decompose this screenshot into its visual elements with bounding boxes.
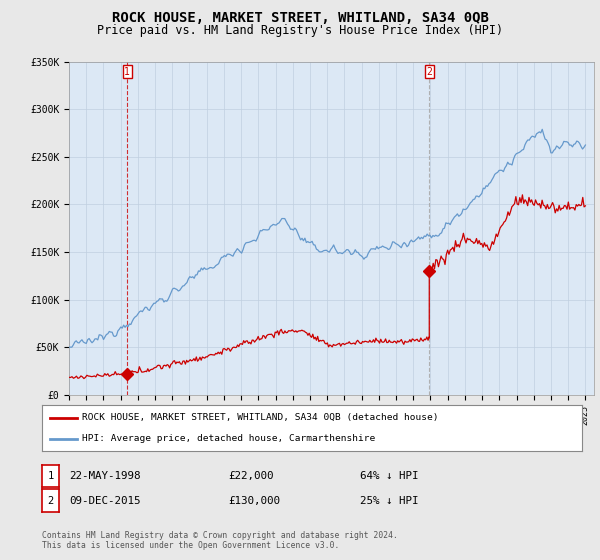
Text: 64% ↓ HPI: 64% ↓ HPI xyxy=(360,471,419,481)
Text: HPI: Average price, detached house, Carmarthenshire: HPI: Average price, detached house, Carm… xyxy=(83,435,376,444)
Text: 2: 2 xyxy=(427,67,432,77)
Text: Price paid vs. HM Land Registry's House Price Index (HPI): Price paid vs. HM Land Registry's House … xyxy=(97,24,503,36)
Text: 25% ↓ HPI: 25% ↓ HPI xyxy=(360,496,419,506)
Text: 2: 2 xyxy=(47,496,53,506)
Text: 09-DEC-2015: 09-DEC-2015 xyxy=(69,496,140,506)
Text: ROCK HOUSE, MARKET STREET, WHITLAND, SA34 0QB (detached house): ROCK HOUSE, MARKET STREET, WHITLAND, SA3… xyxy=(83,413,439,422)
Text: £22,000: £22,000 xyxy=(228,471,274,481)
Text: 1: 1 xyxy=(47,471,53,481)
Text: 22-MAY-1998: 22-MAY-1998 xyxy=(69,471,140,481)
Text: 1: 1 xyxy=(124,67,130,77)
Text: £130,000: £130,000 xyxy=(228,496,280,506)
Text: Contains HM Land Registry data © Crown copyright and database right 2024.
This d: Contains HM Land Registry data © Crown c… xyxy=(42,531,398,550)
Text: ROCK HOUSE, MARKET STREET, WHITLAND, SA34 0QB: ROCK HOUSE, MARKET STREET, WHITLAND, SA3… xyxy=(112,11,488,25)
